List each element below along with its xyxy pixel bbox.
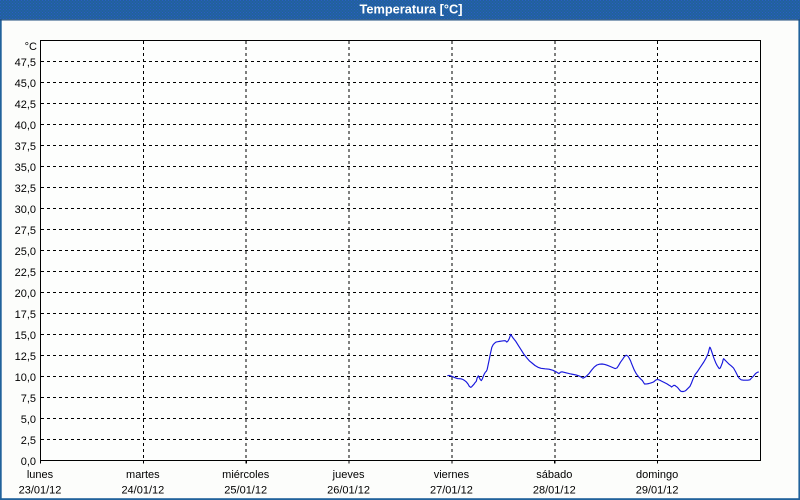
svg-text:27,5: 27,5	[15, 225, 36, 237]
svg-text:lunes: lunes	[27, 469, 54, 481]
svg-text:32,5: 32,5	[15, 183, 36, 195]
svg-text:12,5: 12,5	[15, 351, 36, 363]
svg-text:28/01/12: 28/01/12	[533, 485, 576, 497]
svg-text:22,5: 22,5	[15, 267, 36, 279]
svg-text:26/01/12: 26/01/12	[327, 485, 370, 497]
svg-text:Temperatura [°C]: Temperatura [°C]	[359, 2, 462, 17]
svg-text:0,0: 0,0	[21, 456, 36, 468]
svg-text:jueves: jueves	[332, 469, 365, 481]
svg-text:30,0: 30,0	[15, 204, 36, 216]
svg-text:sábado: sábado	[536, 469, 572, 481]
svg-text:7,5: 7,5	[21, 393, 36, 405]
svg-text:47,5: 47,5	[15, 57, 36, 69]
svg-text:45,0: 45,0	[15, 78, 36, 90]
svg-text:17,5: 17,5	[15, 309, 36, 321]
svg-text:23/01/12: 23/01/12	[19, 485, 62, 497]
svg-text:37,5: 37,5	[15, 141, 36, 153]
svg-text:27/01/12: 27/01/12	[430, 485, 473, 497]
svg-text:25/01/12: 25/01/12	[224, 485, 267, 497]
svg-text:10,0: 10,0	[15, 372, 36, 384]
svg-text:20,0: 20,0	[15, 288, 36, 300]
svg-text:40,0: 40,0	[15, 120, 36, 132]
svg-text:5,0: 5,0	[21, 414, 36, 426]
svg-text:domingo: domingo	[636, 469, 678, 481]
svg-text:viernes: viernes	[434, 469, 470, 481]
svg-text:15,0: 15,0	[15, 330, 36, 342]
svg-text:24/01/12: 24/01/12	[121, 485, 164, 497]
svg-text:martes: martes	[126, 469, 160, 481]
svg-text:42,5: 42,5	[15, 99, 36, 111]
svg-text:35,0: 35,0	[15, 162, 36, 174]
svg-text:miércoles: miércoles	[222, 469, 270, 481]
svg-text:2,5: 2,5	[21, 435, 36, 447]
svg-text:29/01/12: 29/01/12	[636, 485, 679, 497]
svg-text:°C: °C	[25, 41, 37, 53]
svg-text:25,0: 25,0	[15, 246, 36, 258]
